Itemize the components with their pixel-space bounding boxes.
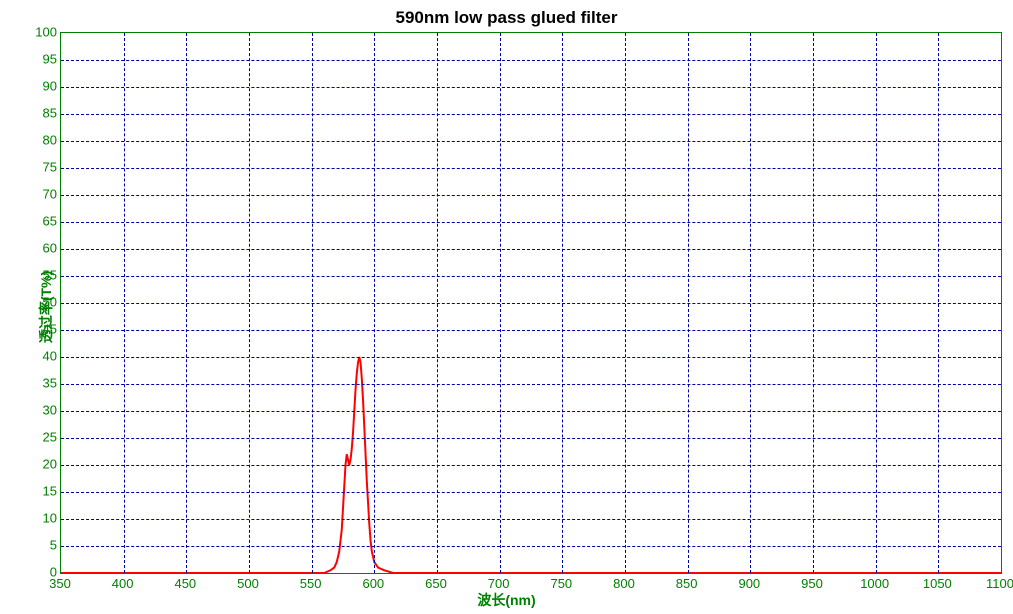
grid-line-h [61,195,1001,196]
x-axis-label: 波长(nm) [477,590,535,610]
y-tick-label: 80 [7,133,57,148]
grid-line-h [61,222,1001,223]
grid-line-h [61,60,1001,61]
x-tick-label: 450 [174,576,196,591]
grid-line-h [61,492,1001,493]
grid-line-h [61,276,1001,277]
grid-line-h [61,546,1001,547]
chart-container: 590nm low pass glued filter 透过率(T%) 波长(n… [0,0,1013,614]
grid-line-v [500,33,501,573]
plot-area [60,32,1002,574]
grid-line-v [186,33,187,573]
chart-title: 590nm low pass glued filter [0,8,1013,28]
x-tick-label: 950 [801,576,823,591]
x-tick-label: 400 [112,576,134,591]
grid-line-h [61,168,1001,169]
y-tick-label: 85 [7,106,57,121]
grid-line-v [124,33,125,573]
x-tick-label: 650 [425,576,447,591]
grid-line-h [61,330,1001,331]
grid-line-h [61,87,1001,88]
y-tick-label: 15 [7,484,57,499]
y-tick-label: 30 [7,403,57,418]
grid-line-h [61,141,1001,142]
grid-line-h [61,519,1001,520]
y-tick-label: 70 [7,187,57,202]
grid-line-h [61,411,1001,412]
grid-line-h [61,384,1001,385]
grid-line-v [938,33,939,573]
grid-line-h [61,249,1001,250]
grid-line-v [813,33,814,573]
y-tick-label: 25 [7,430,57,445]
x-tick-label: 600 [362,576,384,591]
y-tick-label: 50 [7,295,57,310]
y-tick-label: 40 [7,349,57,364]
x-tick-label: 750 [550,576,572,591]
y-tick-label: 90 [7,79,57,94]
y-tick-label: 20 [7,457,57,472]
x-tick-label: 350 [49,576,71,591]
grid-line-v [249,33,250,573]
y-tick-label: 35 [7,376,57,391]
grid-line-h [61,438,1001,439]
y-tick-label: 75 [7,160,57,175]
grid-line-v [562,33,563,573]
y-tick-label: 100 [7,25,57,40]
y-tick-label: 65 [7,214,57,229]
x-tick-label: 500 [237,576,259,591]
grid-line-v [437,33,438,573]
y-tick-label: 10 [7,511,57,526]
grid-line-v [876,33,877,573]
grid-line-v [750,33,751,573]
x-tick-label: 850 [676,576,698,591]
y-tick-label: 60 [7,241,57,256]
y-tick-label: 95 [7,52,57,67]
grid-line-v [625,33,626,573]
grid-line-h [61,357,1001,358]
grid-line-h [61,114,1001,115]
x-tick-label: 700 [488,576,510,591]
x-tick-label: 900 [738,576,760,591]
x-tick-label: 800 [613,576,635,591]
x-tick-label: 1100 [986,576,1013,591]
grid-line-h [61,303,1001,304]
y-tick-label: 55 [7,268,57,283]
x-tick-label: 550 [300,576,322,591]
grid-line-v [688,33,689,573]
x-tick-label: 1000 [860,576,889,591]
x-tick-label: 1050 [923,576,952,591]
grid-line-h [61,465,1001,466]
y-tick-label: 45 [7,322,57,337]
y-tick-label: 5 [7,538,57,553]
grid-line-v [312,33,313,573]
grid-line-v [374,33,375,573]
